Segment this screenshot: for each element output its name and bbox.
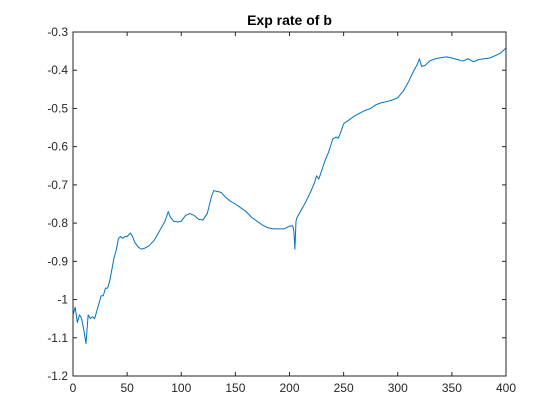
chart-title: Exp rate of b	[247, 12, 332, 28]
y-tick-label: -0.3	[47, 25, 68, 39]
series-line-0	[72, 47, 507, 345]
x-tick-label: 250	[334, 381, 354, 395]
y-axis-ticks: -1.2 -1.1 -1 -0.9 -0.8 -0.7 -0.6 -0.5 -0.4 -0.3	[47, 25, 506, 383]
x-axis-ticks: 0 50 100 150 200 250 300 350 400	[70, 32, 516, 395]
x-tick-label: 0	[70, 381, 77, 395]
x-tick-label: 350	[442, 381, 462, 395]
series-layer	[72, 47, 507, 345]
y-tick-label: -0.7	[47, 178, 68, 192]
x-tick-label: 150	[225, 381, 245, 395]
y-tick-label: -0.9	[47, 254, 68, 268]
plot-area	[73, 32, 506, 376]
axes-box	[72, 31, 507, 377]
y-tick-label: -1.2	[47, 369, 68, 383]
x-tick-label: 50	[120, 381, 134, 395]
y-tick-label: -0.6	[47, 140, 68, 154]
x-tick-label: 400	[496, 381, 516, 395]
y-tick-label: -0.8	[47, 216, 68, 230]
y-tick-label: -1.1	[47, 331, 68, 345]
y-tick-label: -1	[57, 293, 68, 307]
x-tick-label: 300	[388, 381, 408, 395]
y-tick-label: -0.4	[47, 63, 68, 77]
x-tick-label: 200	[279, 381, 299, 395]
x-tick-label: 100	[171, 381, 191, 395]
y-tick-label: -0.5	[47, 101, 68, 115]
